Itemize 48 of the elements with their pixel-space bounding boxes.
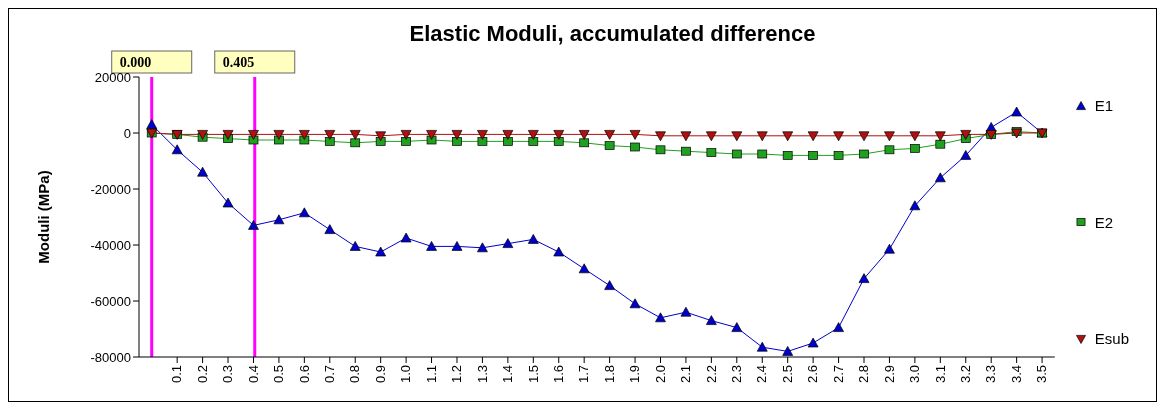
y-tick-label: 0 — [123, 125, 131, 141]
x-tick-label: 2.2 — [703, 365, 719, 384]
x-tick-label: 1.9 — [627, 365, 643, 384]
x-tick-label: 2.7 — [830, 365, 846, 384]
x-tick-label: 3.5 — [1034, 365, 1050, 384]
y-tick-label: -40000 — [90, 237, 131, 253]
x-tick-label: 0.6 — [296, 365, 312, 384]
x-tick-label: 1.1 — [423, 365, 439, 384]
x-tick-label: 1.4 — [500, 365, 516, 384]
x-tick-label: 1.6 — [550, 365, 566, 384]
x-tick-label: 2.4 — [754, 365, 770, 384]
y-tick-label: -80000 — [90, 349, 131, 365]
x-tick-label: 1.8 — [601, 365, 617, 384]
legend-label: E2 — [1094, 213, 1114, 231]
x-tick-label: 0.3 — [220, 365, 236, 384]
x-tick-label: 2.8 — [856, 365, 872, 384]
ref-line-label: 0.000 — [119, 55, 152, 70]
x-tick-label: 2.9 — [881, 365, 897, 384]
y-tick-label: 20000 — [94, 69, 131, 85]
x-tick-label: 1.2 — [449, 365, 465, 384]
x-tick-label: 0.4 — [245, 365, 261, 384]
x-tick-label: 2.1 — [678, 365, 694, 384]
x-tick-label: 0.9 — [372, 365, 388, 384]
x-tick-label: 3.2 — [957, 365, 973, 384]
x-tick-label: 0.5 — [271, 365, 287, 384]
x-tick-label: 3.4 — [1008, 365, 1024, 384]
x-tick-label: 1.5 — [525, 365, 541, 384]
legend-label: E1 — [1094, 97, 1114, 114]
x-tick-label: 2.0 — [652, 365, 668, 384]
legend-label: Esub — [1094, 330, 1129, 347]
y-axis-title: Moduli (MPa) — [35, 170, 53, 264]
chart-title: Elastic Moduli, accumulated difference — [408, 21, 817, 47]
x-tick-label: 1.3 — [474, 365, 490, 384]
y-tick-label: -60000 — [90, 293, 131, 309]
x-tick-label: 2.6 — [805, 365, 821, 384]
x-tick-label: 0.7 — [322, 365, 338, 384]
x-tick-label: 3.1 — [932, 365, 948, 384]
x-tick-label: 2.3 — [729, 365, 745, 384]
x-tick-label: 3.0 — [907, 365, 923, 384]
x-tick-label: 0.1 — [169, 365, 185, 384]
x-tick-label: 3.3 — [983, 365, 999, 384]
x-tick-label: 2.5 — [779, 365, 795, 384]
x-tick-label: 0.2 — [194, 365, 210, 384]
x-tick-label: 0.8 — [347, 365, 363, 384]
x-tick-label: 1.0 — [398, 365, 414, 384]
y-tick-label: -20000 — [90, 181, 131, 197]
x-tick-label: 1.7 — [576, 365, 592, 384]
ref-line-label: 0.405 — [222, 55, 255, 70]
